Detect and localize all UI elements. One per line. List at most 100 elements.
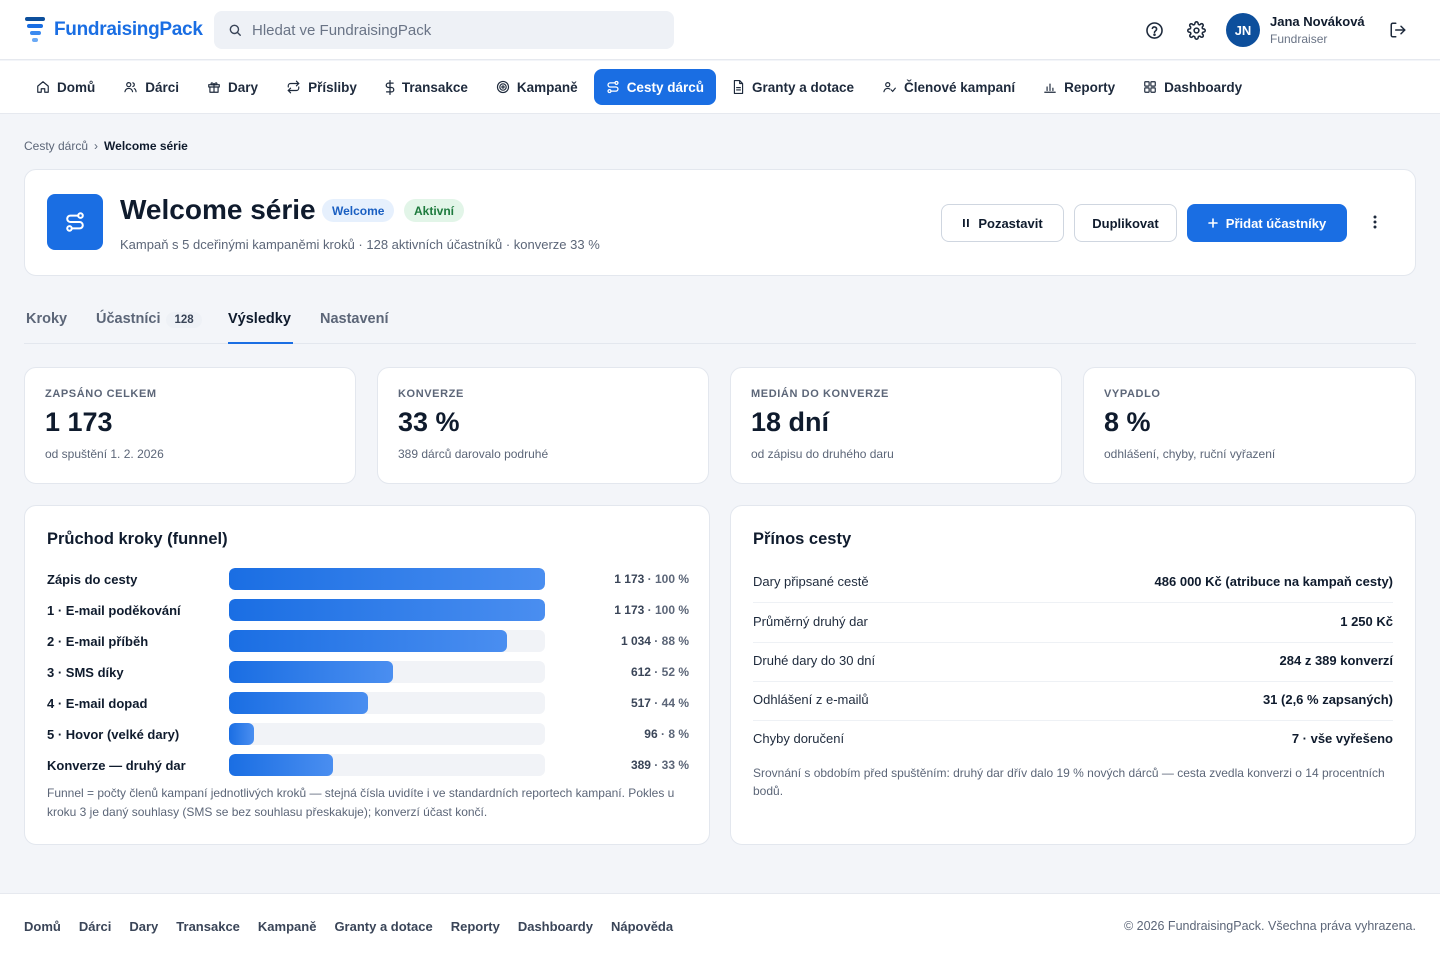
nav-item-campaign-members[interactable]: Členové kampaní: [870, 69, 1027, 105]
duplicate-button[interactable]: Duplikovat: [1074, 204, 1177, 242]
avatar[interactable]: JN: [1226, 13, 1260, 47]
breadcrumb-separator: ›: [94, 139, 99, 153]
funnel-row: Zápis do cesty 1 173 · 100 %: [47, 567, 689, 591]
funnel-row-value: 612 · 52 %: [631, 665, 689, 679]
funnel-row-value: 1 034 · 88 %: [621, 634, 689, 648]
funnel-bar-track: [229, 754, 545, 776]
user-check-icon: [883, 82, 896, 93]
funnel-row-separator: ·: [650, 665, 662, 679]
nav-item-home[interactable]: Domů: [24, 69, 107, 105]
nav-label: Dárci: [145, 79, 180, 95]
nav-item-gifts[interactable]: Dary: [195, 69, 270, 105]
funnel-bar-track: [229, 723, 545, 745]
search-icon: [229, 24, 241, 36]
funnel-row-value: 96 · 8 %: [644, 727, 689, 741]
stat-label: MEDIÁN DO KONVERZE: [751, 388, 889, 400]
funnel-row-value: 1 173 · 100 %: [614, 603, 689, 617]
brand-logo[interactable]: FundraisingPack: [24, 16, 203, 44]
tab-label: Kroky: [26, 311, 68, 327]
tab-label: Účastníci: [96, 311, 161, 327]
funnel-bar-track: [229, 661, 545, 683]
funnel-row-percent: 44 %: [661, 696, 689, 710]
users-icon: [124, 82, 137, 93]
help-button[interactable]: [1144, 20, 1164, 40]
funnel-bar: [229, 754, 334, 776]
add-participants-label: Přidat účastníky: [1225, 215, 1327, 231]
search-input[interactable]: [252, 21, 652, 39]
funnel-bar: [229, 692, 369, 714]
user-role: Fundraiser: [1270, 32, 1328, 46]
dollar-icon: [385, 79, 395, 95]
more-vertical-icon: [1373, 215, 1377, 229]
brand-name: FundraisingPack: [54, 19, 203, 40]
funnel-title: Průchod kroky (funnel): [47, 530, 228, 548]
footer-link-transactions[interactable]: Transakce: [176, 919, 240, 934]
funnel-bar: [229, 661, 394, 683]
document-icon: [733, 80, 744, 94]
stat-card-dropped: VYPADLO 8 % odhlášení, chyby, ruční vyřa…: [1083, 367, 1416, 484]
funnel-row: 2 · E-mail příběh 1 034 · 88 %: [47, 629, 689, 653]
main-nav: Domů Dárci Dary Přísliby Transakce Kampa…: [0, 61, 1440, 114]
value-row-label: Dary připsané cestě: [753, 574, 869, 589]
nav-item-dashboards[interactable]: Dashboardy: [1131, 69, 1254, 105]
funnel-row: Konverze — druhý dar 389 · 33 %: [47, 753, 689, 777]
value-row-label: Odhlášení z e-mailů: [753, 692, 869, 707]
tab-steps[interactable]: Kroky: [26, 311, 67, 344]
type-badge: Welcome: [322, 199, 395, 222]
nav-item-reports[interactable]: Reporty: [1031, 69, 1127, 105]
logo-icon: [25, 17, 45, 42]
value-row-label: Průměrný druhý dar: [753, 614, 868, 629]
nav-item-grants[interactable]: Granty a dotace: [720, 69, 866, 105]
nav-item-pledges[interactable]: Přísliby: [274, 69, 369, 105]
funnel-row-separator: ·: [650, 758, 662, 772]
value-row-value: 486 000 Kč (atribuce na kampaň cesty): [1154, 574, 1393, 589]
value-row-label: Druhé dary do 30 dní: [753, 653, 876, 668]
footer-link-dashboards[interactable]: Dashboardy: [517, 919, 593, 934]
add-participants-button[interactable]: Přidat účastníky: [1187, 204, 1347, 242]
footer-link-grants[interactable]: Granty a dotace: [334, 919, 433, 934]
footer-link-gifts[interactable]: Dary: [129, 919, 159, 934]
breadcrumb-parent[interactable]: Cesty dárců: [24, 139, 89, 153]
funnel-bar: [229, 568, 545, 590]
value-row: Dary připsané cestě 486 000 Kč (atribuce…: [753, 564, 1393, 603]
tab-settings[interactable]: Nastavení: [320, 311, 389, 344]
stat-label: VYPADLO: [1104, 388, 1161, 400]
funnel-row-label: 5 · Hovor (velké dary): [47, 727, 180, 742]
stat-subtext: odhlášení, chyby, ruční vyřazení: [1104, 447, 1276, 461]
funnel-row-count: 96: [644, 727, 658, 741]
stat-label: ZAPSÁNO CELKEM: [45, 388, 157, 400]
grid-icon: [1144, 81, 1156, 93]
footer-link-home[interactable]: Domů: [24, 919, 61, 934]
nav-item-transactions[interactable]: Transakce: [373, 69, 480, 105]
funnel-row-separator: ·: [657, 727, 669, 741]
settings-button[interactable]: [1186, 20, 1206, 40]
nav-item-donor-journeys[interactable]: Cesty dárců: [593, 69, 716, 105]
nav-label: Dary: [228, 79, 259, 95]
footer-link-help[interactable]: Nápověda: [610, 919, 674, 934]
funnel-row-count: 612: [630, 665, 651, 679]
pause-button[interactable]: Pozastavit: [941, 204, 1064, 242]
nav-item-donors[interactable]: Dárci: [111, 69, 191, 105]
tab-results[interactable]: Výsledky: [228, 311, 293, 344]
breadcrumb: Cesty dárců › Welcome série: [24, 139, 188, 153]
global-search[interactable]: [214, 11, 674, 49]
tab-participants[interactable]: Účastníci 128: [96, 311, 202, 344]
funnel-bar-track: [229, 692, 545, 714]
nav-label: Reporty: [1064, 79, 1116, 95]
more-actions-button[interactable]: [1365, 212, 1385, 232]
top-header: FundraisingPack JN Jana Nováková Fundrai…: [0, 0, 1440, 60]
footer-link-campaigns[interactable]: Kampaně: [257, 919, 317, 934]
page-title: Welcome série: [120, 194, 316, 225]
footer-link-donors[interactable]: Dárci: [78, 919, 112, 934]
logout-button[interactable]: [1388, 20, 1408, 40]
funnel-row-value: 1 173 · 100 %: [614, 572, 689, 586]
funnel-row-count: 1 173: [614, 603, 645, 617]
stat-subtext: 389 dárců darovalo podruhé: [398, 447, 549, 461]
journey-tabs: Kroky Účastníci 128 Výsledky Nastavení: [24, 297, 1416, 344]
nav-label: Domů: [57, 79, 96, 95]
repeat-icon: [287, 80, 300, 94]
footer-link-reports[interactable]: Reporty: [450, 919, 500, 934]
nav-item-campaigns[interactable]: Kampaně: [484, 69, 590, 105]
pause-icon: [963, 219, 970, 227]
funnel-row-label: 4 · E-mail dopad: [47, 696, 148, 711]
